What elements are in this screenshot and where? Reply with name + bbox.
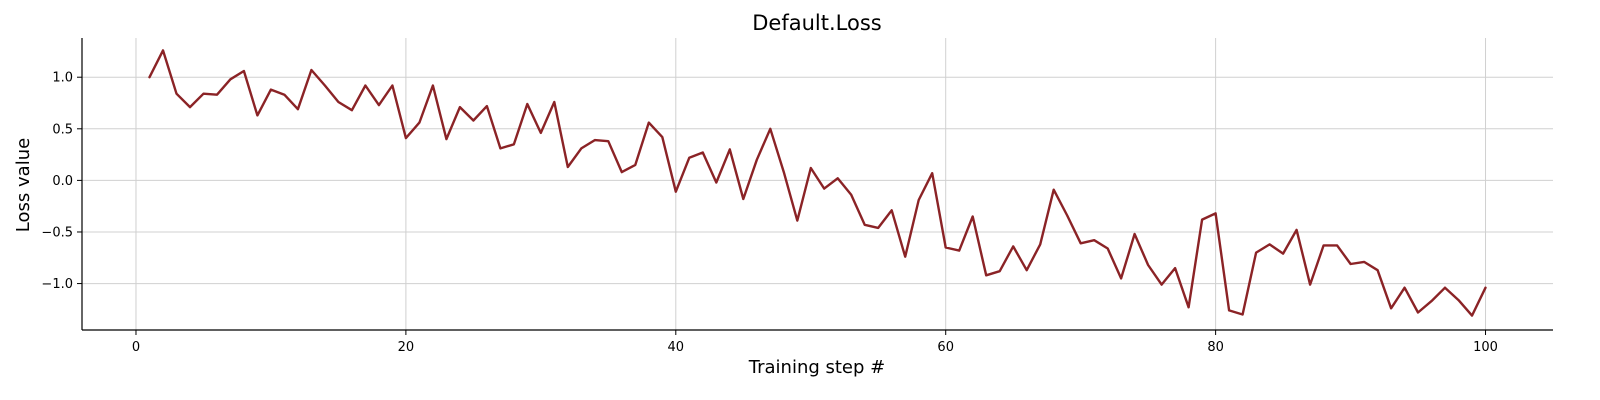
y-tick-label: 0.0 — [52, 174, 73, 189]
y-tick-label: −0.5 — [41, 225, 73, 240]
x-tick-label: 100 — [1473, 340, 1498, 355]
y-tick-label: −1.0 — [41, 277, 73, 292]
x-tick-label: 0 — [132, 340, 140, 355]
chart-title: Default.Loss — [752, 11, 881, 35]
x-axis-label: Training step # — [748, 357, 886, 378]
y-axis-label: Loss value — [13, 138, 34, 232]
x-tick-label: 80 — [1207, 340, 1224, 355]
x-axis-ticks: 0 20 40 60 80 100 — [132, 330, 1498, 355]
x-tick-label: 60 — [937, 340, 954, 355]
series-layer — [148, 49, 1487, 317]
grid — [82, 38, 1553, 330]
y-axis-ticks: −1.0 −0.5 0.0 0.5 1.0 — [41, 71, 82, 292]
x-tick-label: 20 — [398, 340, 415, 355]
x-tick-label: 40 — [668, 340, 685, 355]
y-tick-label: 1.0 — [52, 71, 73, 86]
loss-series-line — [148, 49, 1487, 317]
y-tick-label: 0.5 — [52, 122, 73, 137]
axes-spines — [81, 38, 1553, 331]
